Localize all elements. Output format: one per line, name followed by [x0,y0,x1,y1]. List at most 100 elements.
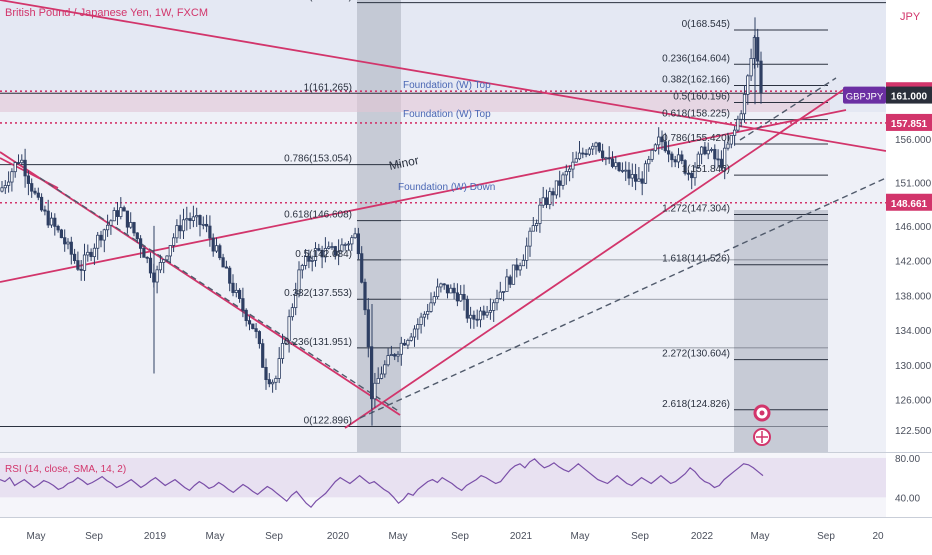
candle-body [171,237,176,246]
candle-body [310,259,314,262]
candle [759,51,763,104]
candle-body [33,190,37,194]
candle-body [561,174,565,186]
fib-left-label: 0.382(137.553) [284,288,352,299]
candle-body [211,237,215,252]
candle-body [713,148,717,160]
candle-body [617,162,621,171]
candle-body [327,246,331,249]
candle-body [106,224,110,231]
candle-body [472,314,476,320]
candle-body [601,150,605,159]
candle [422,311,427,327]
candle-body [733,129,737,136]
candle [66,238,70,250]
candle [181,208,186,240]
candle [386,348,390,367]
candle [716,149,720,168]
candle-body [716,158,720,161]
candle [224,260,228,269]
dashed-trend-line[interactable] [739,77,837,141]
candle [204,214,209,233]
candle-body [719,158,724,168]
candle [353,227,357,239]
dashed-trend-line[interactable] [359,177,886,419]
candle [69,236,73,265]
candle-body [7,181,11,186]
symbol-badge[interactable] [843,86,886,104]
trend-line[interactable] [344,87,847,429]
candle [465,295,469,323]
candle [574,151,578,163]
candle-body [376,378,380,384]
candle-body [135,232,139,240]
x-tick-label: May [27,531,46,542]
highlight-zone-2020 [357,0,401,452]
candle [498,281,502,300]
dashed-trend-line[interactable] [39,177,401,413]
candle [610,151,615,169]
candle [231,274,235,297]
price-badge[interactable] [886,193,932,211]
candle-body [244,309,248,321]
candle-body [680,154,684,161]
candle [228,265,232,292]
candle-body [241,298,245,311]
candle [709,147,714,153]
candle-body [525,245,529,261]
candle [653,143,658,152]
candle-body [577,152,582,160]
candle [218,243,222,261]
candle [752,35,757,69]
candle [43,205,47,216]
candle-body [535,223,539,226]
candle-body [69,241,73,255]
candle-body [729,134,733,145]
candle-body [574,158,578,163]
candle [505,268,509,292]
candle [234,283,238,298]
candle [383,360,387,378]
price-badge[interactable] [886,113,932,131]
candle [79,259,83,281]
candle-body [587,148,592,155]
candle [125,210,129,234]
candle-body [610,158,615,167]
candle-body [340,244,344,252]
candle-body [591,145,595,150]
candle-body [46,210,50,226]
candle [617,161,621,173]
candle-body [30,183,34,192]
candle [73,248,77,264]
candle-body [267,379,271,385]
candle-body [564,170,568,176]
rsi-tick-label: 40.00 [895,493,920,504]
annotation-label: Foundation (W) Down [398,182,495,193]
candle-body [129,222,133,228]
candle-body [234,289,238,293]
candle [198,214,202,237]
candle [49,212,54,228]
candle [521,254,526,267]
candle-body [742,94,747,115]
candle [264,358,268,390]
candle [634,163,638,191]
candle [485,305,489,319]
candle [346,240,351,251]
candle [323,237,328,263]
candle [330,242,334,250]
candle [294,282,298,316]
candle [53,213,57,236]
candle [643,160,648,184]
candle-body [686,172,691,175]
candle [475,309,479,327]
candle [138,235,143,258]
candle-body [360,253,364,283]
y-tick-label: 151.000 [895,178,932,189]
x-tick-label: 20 [872,531,884,542]
candle-body [614,162,618,167]
trend-line[interactable] [0,157,59,189]
candle [650,149,654,162]
price-badge-current[interactable] [886,86,932,104]
